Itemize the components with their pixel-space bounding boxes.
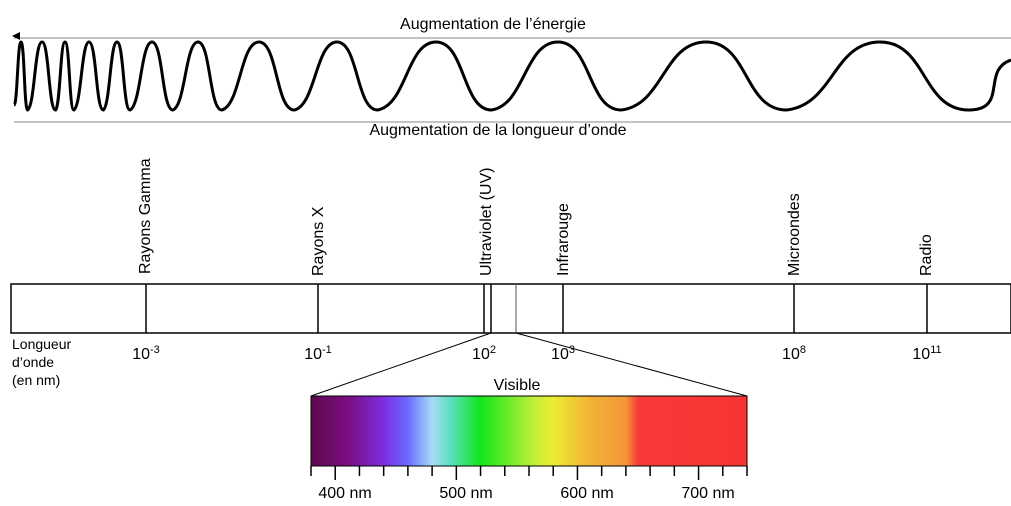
visible-label-500: 500 nm xyxy=(439,485,493,502)
energy-arrowhead xyxy=(12,32,20,40)
tick-label-uv: 102 xyxy=(472,344,496,364)
spectrum-bar-ticks xyxy=(145,284,928,333)
zoom-line-left xyxy=(310,332,492,397)
band-label-xray: Rayons X xyxy=(310,206,327,276)
axis-label-line: d’onde xyxy=(12,354,55,370)
visible-zoom-lines xyxy=(310,332,748,397)
wave-group xyxy=(12,32,1011,123)
tick-label-ir: 103 xyxy=(551,344,575,364)
wave-curve xyxy=(12,40,1011,112)
axis-label: Longueur d’onde (en nm) xyxy=(12,335,71,389)
visible-label-600: 600 nm xyxy=(560,485,614,502)
energy-title: Augmentation de l’énergie xyxy=(400,16,586,33)
visible-label-700: 700 nm xyxy=(681,485,735,502)
band-label-micro: Microondes xyxy=(786,193,803,276)
visible-title: Visible xyxy=(493,377,541,394)
band-label-radio: Radio xyxy=(918,234,935,276)
visible-label-400: 400 nm xyxy=(318,485,372,502)
tick-label-micro: 108 xyxy=(782,344,806,364)
zoom-line-right xyxy=(515,332,748,397)
wavelength-title: Augmentation de la longueur d’onde xyxy=(369,122,627,139)
tick-label-radio: 1011 xyxy=(912,344,942,364)
visible-scale-ticks xyxy=(310,466,748,480)
tick-label-gamma: 10-3 xyxy=(132,344,160,364)
band-label-gamma: Rayons Gamma xyxy=(137,158,154,274)
axis-label-line: Longueur xyxy=(12,336,72,352)
tick-label-xray: 10-1 xyxy=(304,344,332,364)
band-label-ir: Infrarouge xyxy=(555,203,572,276)
visible-spectrum-bar xyxy=(310,395,748,467)
axis-label-line: (en nm) xyxy=(12,372,61,388)
band-label-uv: Ultraviolet (UV) xyxy=(478,167,495,276)
spectrum-bar xyxy=(10,283,1011,334)
